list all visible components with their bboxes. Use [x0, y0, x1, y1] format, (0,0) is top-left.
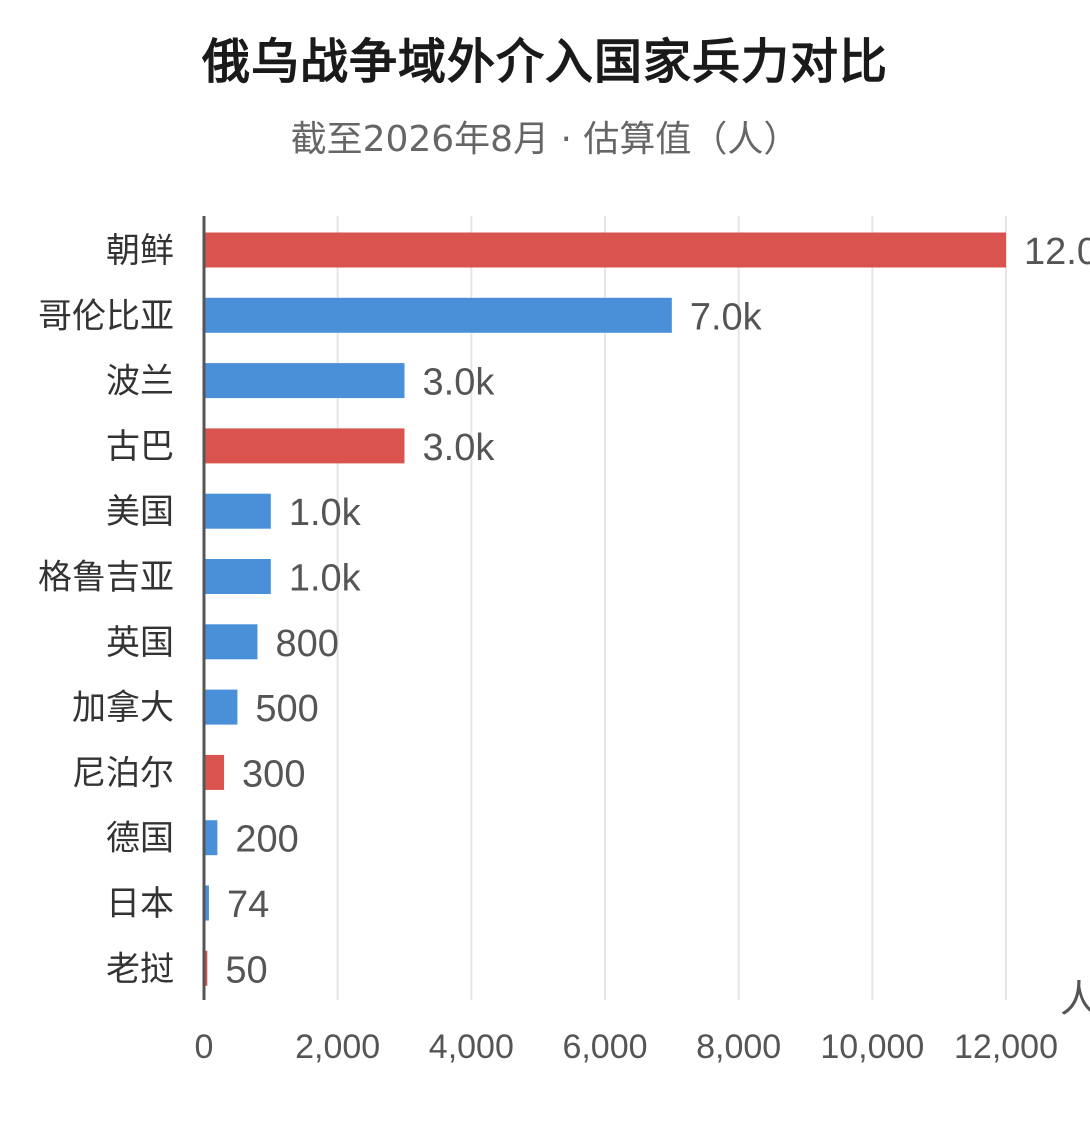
bar-8	[204, 754, 225, 790]
category-label-4: 美国	[106, 492, 174, 532]
value-label-7: 500	[255, 688, 318, 730]
value-label-3: 3.0k	[423, 427, 496, 469]
bar-4	[204, 493, 271, 529]
value-label-1: 7.0k	[690, 296, 763, 338]
category-label-9: 德国	[106, 819, 174, 859]
bar-11	[204, 950, 208, 986]
bar-3	[204, 428, 405, 464]
value-label-10: 74	[227, 884, 269, 926]
bar-5	[204, 559, 271, 594]
bar-1	[204, 297, 672, 333]
x-tick-label-1: 2,000	[295, 1028, 380, 1066]
value-label-6: 800	[275, 623, 338, 665]
value-label-2: 3.0k	[423, 362, 496, 404]
bar-7	[204, 689, 238, 725]
category-label-5: 格鲁吉亚	[38, 558, 174, 598]
category-label-0: 朝鲜	[106, 231, 174, 271]
value-label-0: 12.0k	[1024, 231, 1090, 273]
x-axis-label: 人	[1060, 977, 1090, 1021]
category-label-7: 加拿大	[72, 688, 174, 728]
category-label-8: 尼泊尔	[72, 753, 174, 793]
category-label-1: 哥伦比亚	[38, 296, 174, 336]
x-tick-label-3: 6,000	[562, 1028, 647, 1066]
value-label-8: 300	[242, 753, 305, 795]
category-label-3: 古巴	[106, 427, 174, 467]
category-label-10: 日本	[106, 884, 174, 924]
x-tick-label-0: 0	[195, 1028, 214, 1066]
value-label-9: 200	[235, 819, 298, 861]
category-label-11: 老挝	[106, 949, 174, 989]
bar-10	[204, 885, 209, 921]
x-tick-label-6: 12,000	[954, 1028, 1058, 1066]
x-tick-label-2: 4,000	[429, 1028, 514, 1066]
bar-6	[204, 624, 258, 660]
bar-2	[204, 363, 405, 399]
value-label-11: 50	[225, 949, 267, 991]
bar-0	[204, 232, 1006, 268]
category-label-2: 波兰	[106, 362, 174, 402]
category-label-6: 英国	[106, 623, 174, 663]
x-tick-label-5: 10,000	[820, 1028, 924, 1066]
chart-subtitle: 截至2026年8月 · 估算值（人）	[290, 119, 800, 160]
chart-title: 俄乌战争域外介入国家兵力对比	[201, 34, 888, 90]
x-tick-label-4: 8,000	[696, 1028, 781, 1066]
value-label-4: 1.0k	[289, 492, 362, 534]
bar-9	[204, 820, 218, 856]
value-label-5: 1.0k	[289, 558, 362, 600]
